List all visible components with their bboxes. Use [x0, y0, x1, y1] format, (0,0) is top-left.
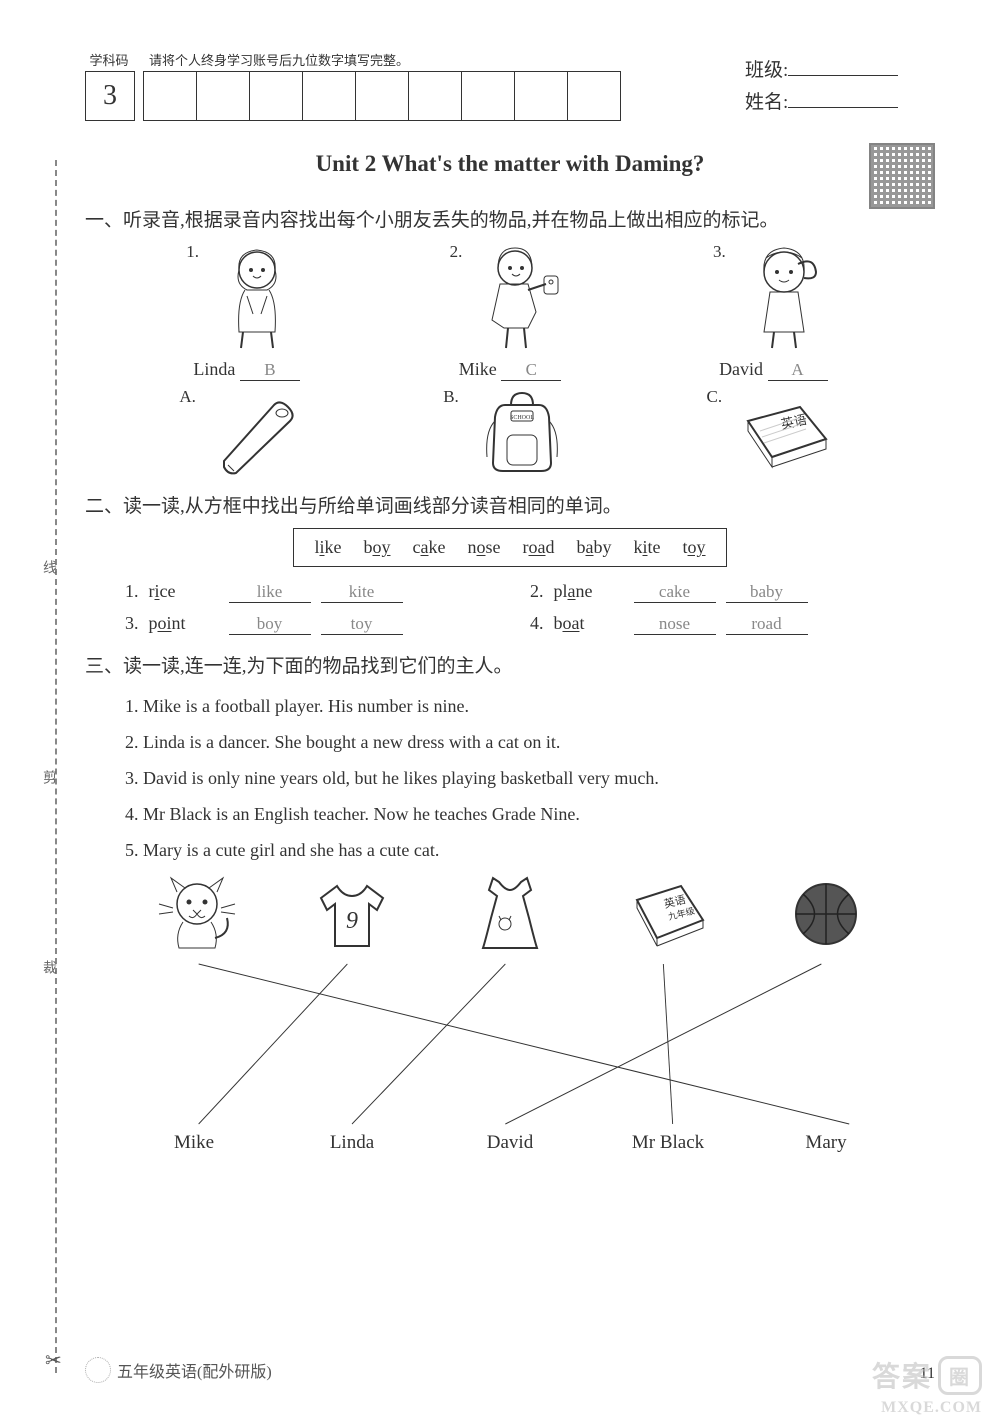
footer-left: 五年级英语(配外研版) [117, 1358, 272, 1382]
ex2-item: 2.planecakebaby [530, 581, 895, 603]
watermark: 答案 圈 MXQE.COM [872, 1355, 982, 1395]
class-blank[interactable] [788, 54, 898, 76]
sentence: 3. David is only nine years old, but he … [125, 760, 895, 796]
section3-heading: 三、读一读,连一连,为下面的物品找到它们的主人。 [85, 651, 935, 678]
ex2-item: 4.boatnoseroad [530, 613, 895, 635]
match-line [663, 964, 672, 1124]
ex2-answer: road [726, 614, 808, 635]
name-label: 姓名: [745, 92, 788, 113]
wordbox-word: baby [577, 537, 612, 558]
item-pen-icon [204, 387, 314, 477]
code-cell[interactable] [356, 71, 409, 121]
ex2-answer: boy [229, 614, 311, 635]
child-answer-1: B [240, 360, 300, 381]
name-blank[interactable] [788, 86, 898, 108]
watermark-text1: 答案 [872, 1355, 932, 1395]
match-line [199, 964, 850, 1124]
code-cell[interactable] [568, 71, 621, 121]
code-cell[interactable] [250, 71, 303, 121]
section1-items-row: A. B. SCHOOL C. 英语 [115, 387, 905, 477]
ex2-answer: toy [321, 614, 403, 635]
footer: 五年级英语(配外研版) 11 [85, 1357, 935, 1383]
code-cell[interactable] [197, 71, 250, 121]
sentence: 1. Mike is a football player. His number… [125, 688, 895, 724]
subject-code-label: 学科码 [85, 50, 133, 69]
child-name-1: Linda [193, 359, 235, 379]
section1-children-row: 1. Linda B 2. [115, 242, 905, 381]
header: 学科码 3 请将个人终身学习账号后九位数字填写完整。 班级: 姓名: [85, 50, 935, 121]
child-num-2: 2. [450, 242, 463, 262]
match-name: David [455, 1132, 565, 1154]
sentence: 5. Mary is a cute girl and she has a cut… [125, 832, 895, 868]
child-name-3: David [719, 359, 763, 379]
ex2-answer: like [229, 582, 311, 603]
ex2-item: 3.pointboytoy [125, 613, 490, 635]
code-boxes [143, 71, 721, 121]
child-answer-3: A [768, 360, 828, 381]
section3-sentences: 1. Mike is a football player. His number… [125, 688, 895, 868]
watermark-text2: 圈 [938, 1356, 982, 1395]
watermark-url: MXQE.COM [881, 1399, 982, 1417]
child-name-2: Mike [459, 359, 497, 379]
match-name: Mr Black [613, 1132, 723, 1154]
ex2-answer: baby [726, 582, 808, 603]
hint-text: 请将个人终身学习账号后九位数字填写完整。 [143, 50, 721, 69]
child-num-1: 1. [186, 242, 199, 262]
sentence: 4. Mr Black is an English teacher. Now h… [125, 796, 895, 832]
match-name: Linda [297, 1132, 407, 1154]
scissors-icon: ✂ [45, 1348, 62, 1373]
section2-heading: 二、读一读,从方框中找出与所给单词画线部分读音相同的单词。 [85, 491, 935, 518]
wordbox-word: like [314, 537, 341, 558]
section2-grid: 1.ricelikekite2.planecakebaby3.pointboyt… [125, 581, 895, 635]
ex2-answer: nose [634, 614, 716, 635]
class-label: 班级: [745, 60, 788, 81]
footer-sun-icon [85, 1357, 111, 1383]
match-name: Mike [139, 1132, 249, 1154]
wordbox-word: nose [468, 537, 501, 558]
wordbox-word: road [523, 537, 555, 558]
sentence: 2. Linda is a dancer. She bought a new d… [125, 724, 895, 760]
unit-title: Unit 2 What's the matter with Daming? [316, 151, 705, 177]
match-name: Mary [771, 1132, 881, 1154]
wordbox-word: cake [413, 537, 446, 558]
subject-code-box: 3 [85, 71, 135, 121]
match-line [352, 964, 505, 1124]
wordbox-word: boy [364, 537, 391, 558]
item-book-icon: 英语 [730, 387, 840, 477]
wordbox-word: toy [683, 537, 706, 558]
item-backpack-icon: SCHOOL [467, 387, 577, 477]
section1-heading: 一、听录音,根据录音内容找出每个小朋友丢失的物品,并在物品上做出相应的标记。 [85, 205, 935, 232]
svg-text:英语: 英语 [780, 412, 809, 432]
match-lines [115, 874, 905, 1154]
child-linda-icon [207, 242, 307, 352]
item-letter-c: C. [707, 387, 723, 407]
word-box: like boy cake nose road baby kite toy [293, 528, 726, 567]
match-line [199, 964, 348, 1124]
child-num-3: 3. [713, 242, 726, 262]
ex2-answer: cake [634, 582, 716, 603]
child-mike-icon [470, 242, 570, 352]
code-cell[interactable] [143, 71, 197, 121]
item-letter-b: B. [443, 387, 459, 407]
code-cell[interactable] [515, 71, 568, 121]
wordbox-word: kite [634, 537, 661, 558]
match-area: 9 英语 九年级 [115, 874, 905, 1154]
child-answer-2: C [501, 360, 561, 381]
child-david-icon [734, 242, 834, 352]
svg-text:SCHOOL: SCHOOL [510, 415, 534, 421]
ex2-item: 1.ricelikekite [125, 581, 490, 603]
match-line [505, 964, 821, 1124]
item-letter-a: A. [179, 387, 196, 407]
qr-code-icon [869, 143, 935, 209]
code-cell[interactable] [303, 71, 356, 121]
code-cell[interactable] [409, 71, 462, 121]
ex2-answer: kite [321, 582, 403, 603]
code-cell[interactable] [462, 71, 515, 121]
